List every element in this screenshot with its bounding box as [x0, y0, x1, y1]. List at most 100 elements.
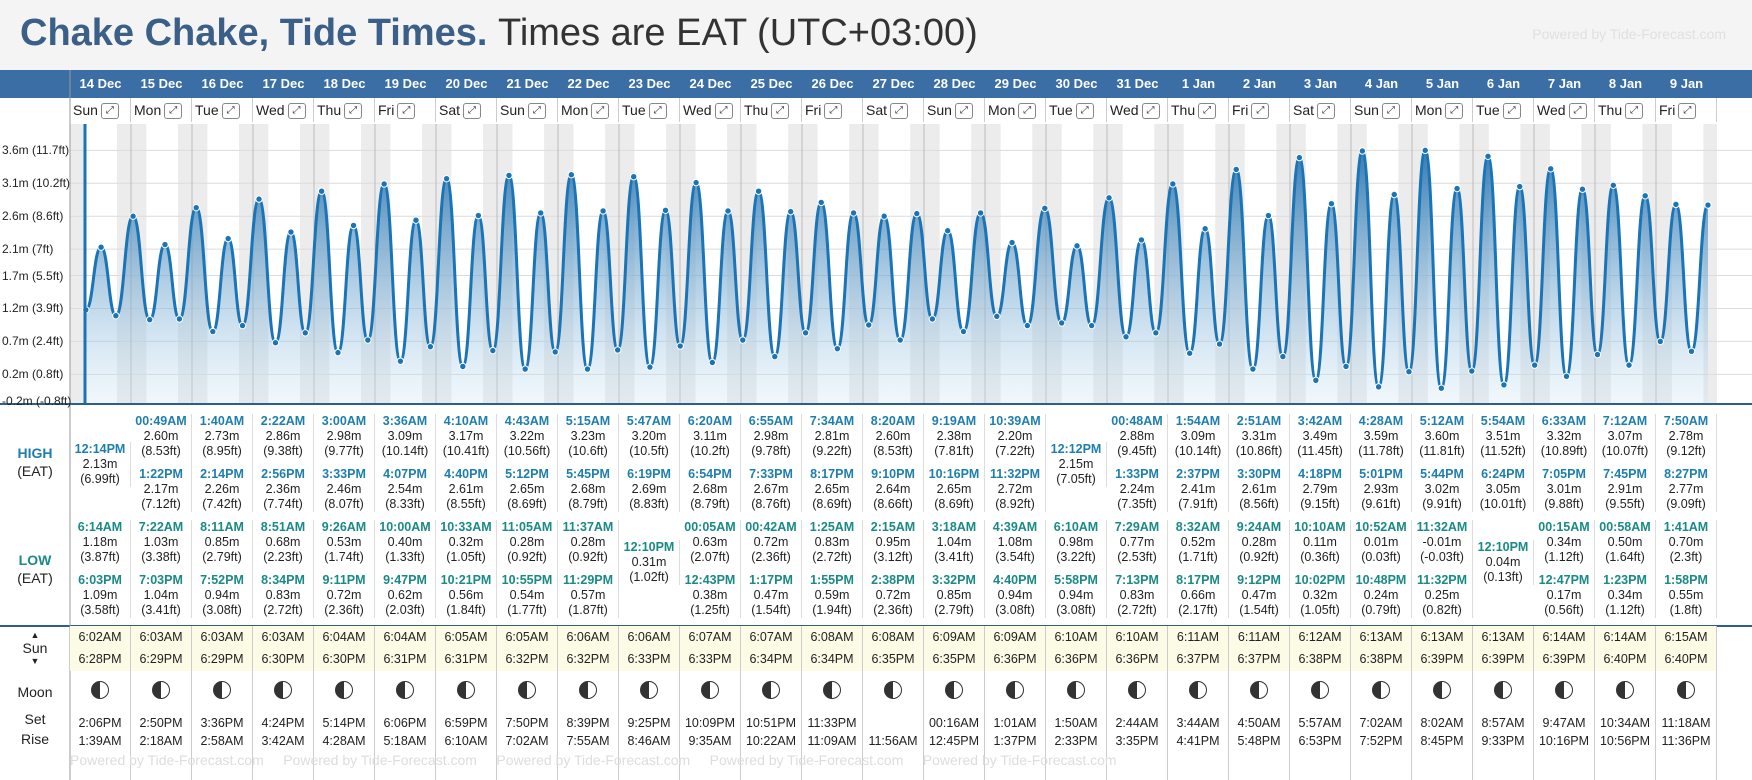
expand-icon[interactable]: ⤢ [344, 103, 363, 120]
expand-icon[interactable]: ⤢ [164, 103, 183, 120]
high-tide-cell: 9:19AM 2.38m (7.81ft) 10:16PM 2.65m (8.69ft) [924, 414, 985, 512]
tide-height-ft: (7.22ft) [995, 444, 1035, 458]
tide-time: 7:34AM [809, 414, 855, 428]
expand-icon[interactable]: ⤢ [1251, 103, 1270, 120]
tide-height-ft: (10.6ft) [568, 444, 608, 458]
expand-icon[interactable]: ⤢ [287, 103, 306, 120]
tide-height-m: 3.31m [1241, 429, 1277, 443]
expand-icon[interactable]: ⤢ [771, 103, 790, 120]
expand-icon[interactable]: ⤢ [463, 103, 482, 120]
expand-icon[interactable]: ⤢ [1568, 103, 1587, 120]
date-header: 30 Dec [1055, 76, 1098, 91]
y-axis-label: 2.6m (8.6ft) [2, 209, 64, 224]
expand-icon[interactable]: ⤢ [954, 103, 973, 120]
tide-time: 5:15AM [565, 414, 611, 428]
moonrise-time: 9:33PM [1481, 734, 1525, 748]
tide-time: 7:13PM [1115, 573, 1159, 587]
expand-icon[interactable]: ⤢ [100, 103, 119, 120]
expand-icon[interactable]: ⤢ [1678, 103, 1697, 120]
expand-icon[interactable]: ⤢ [648, 103, 667, 120]
expand-icon[interactable]: ⤢ [527, 103, 546, 120]
tide-point [364, 336, 372, 344]
moon-phase-icon [1006, 681, 1024, 699]
date-header: 6 Jan [1486, 76, 1521, 91]
day-of-week: Mon ⤢ [558, 98, 619, 122]
tide-height-m: 2.79m [1302, 482, 1338, 496]
tide-height-ft: (3.22ft) [1056, 550, 1096, 564]
sun-time: 6:32PM [505, 652, 549, 666]
date-header: 18 Dec [323, 76, 366, 91]
tide-height-ft: (8.69ft) [507, 497, 547, 511]
tide-height-ft: (1.87ft) [568, 603, 608, 617]
high-tide-cell: 3:36AM 3.09m (10.14ft) 4:07PM 2.54m (8.33ft) [375, 414, 436, 512]
tide-point [567, 171, 576, 179]
tide-time: 11:29PM [562, 573, 614, 587]
low-tide-cell: 8:32AM 0.52m (1.71ft) 8:17PM 0.66m (2.17ft) [1168, 520, 1229, 618]
moon-times: 5:14PM 4:28AM [314, 671, 375, 780]
dow-label: Tue [195, 102, 219, 118]
tide-point [209, 327, 217, 336]
moon-times: 5:57AM 6:53PM [1290, 671, 1351, 780]
tide-time: 9:26AM [321, 520, 367, 534]
date-header: 27 Dec [872, 76, 915, 91]
expand-icon[interactable]: ⤢ [824, 103, 843, 120]
tide-point [334, 348, 342, 357]
sun-times: 6:11AM 6:37PM [1229, 626, 1290, 671]
moon-times: 10:51PM 10:22AM [741, 671, 802, 780]
date-header: 14 Dec [79, 76, 122, 91]
tide-height-ft: (8.79ft) [568, 497, 608, 511]
tide-height-m: 0.72m [875, 588, 911, 602]
expand-icon[interactable]: ⤢ [1198, 103, 1217, 120]
tide-time: 9:19AM [931, 414, 977, 428]
expand-icon[interactable]: ⤢ [1381, 103, 1400, 120]
expand-icon[interactable]: ⤢ [397, 103, 416, 120]
tide-point [1342, 362, 1350, 371]
tide-point [1152, 329, 1160, 337]
high-tide-cell: 6:33AM 3.32m (10.89ft) 7:05PM 3.01m (9.88ft) [1534, 414, 1595, 512]
expand-icon[interactable]: ⤢ [1075, 103, 1094, 120]
expand-icon[interactable]: ⤢ [1502, 103, 1521, 120]
sun-time: 6:37PM [1237, 652, 1281, 666]
y-axis-label: 0.7m (2.4ft) [2, 334, 64, 349]
moonset-time: 9:25PM [627, 716, 671, 730]
tide-height-m: 2.20m [997, 429, 1033, 443]
high-tide-cell: 6:55AM 2.98m (9.78ft) 7:33PM 2.67m (8.76ft) [741, 414, 802, 512]
tide-time: 12:14PM [74, 442, 126, 456]
expand-icon[interactable]: ⤢ [591, 103, 610, 120]
tide-height-m: 3.09m [387, 429, 423, 443]
tide-height-ft: (7.05ft) [1056, 472, 1096, 486]
tide-height-ft: (7.81ft) [934, 444, 974, 458]
tide-time: 3:33PM [322, 467, 366, 481]
tide-point [1073, 242, 1081, 250]
tide-height-ft: (0.13ft) [1483, 570, 1523, 584]
tide-height-ft: (1.12ft) [1605, 603, 1645, 617]
expand-icon[interactable]: ⤢ [1018, 103, 1037, 120]
tide-point [537, 209, 545, 217]
tide-height-ft: (3.08ft) [202, 603, 242, 617]
moonset-time: 5:14PM [322, 716, 366, 730]
sun-times: 6:03AM 6:30PM [253, 626, 314, 671]
expand-icon[interactable]: ⤢ [1625, 103, 1644, 120]
expand-icon[interactable]: ⤢ [714, 103, 733, 120]
expand-icon[interactable]: ⤢ [221, 103, 240, 120]
tide-point [1609, 181, 1618, 189]
tide-height-m: 3.07m [1607, 429, 1643, 443]
dow-label: Fri [1232, 102, 1249, 118]
tide-point [865, 321, 873, 329]
tide-time: 11:32AM [1416, 520, 1468, 534]
tide-point [993, 312, 1001, 321]
tide-time: 8:32AM [1175, 520, 1221, 534]
tide-point [1232, 165, 1240, 174]
expand-icon[interactable]: ⤢ [1445, 103, 1464, 120]
high-tide-cell: 4:28AM 3.59m (11.78ft) 5:01PM 2.93m (9.61ft) [1351, 414, 1412, 512]
expand-icon[interactable]: ⤢ [1317, 103, 1336, 120]
expand-icon[interactable]: ⤢ [890, 103, 909, 120]
day-of-week: Sun ⤢ [924, 98, 985, 122]
day-of-week: Fri ⤢ [375, 98, 436, 122]
tide-height-m: 2.36m [265, 482, 301, 496]
expand-icon[interactable]: ⤢ [1141, 103, 1160, 120]
sun-time: 6:07AM [749, 630, 793, 644]
tide-time: 3:42AM [1297, 414, 1343, 428]
moonset-time: 11:33PM [807, 716, 857, 730]
sun-time: 6:09AM [932, 630, 976, 644]
